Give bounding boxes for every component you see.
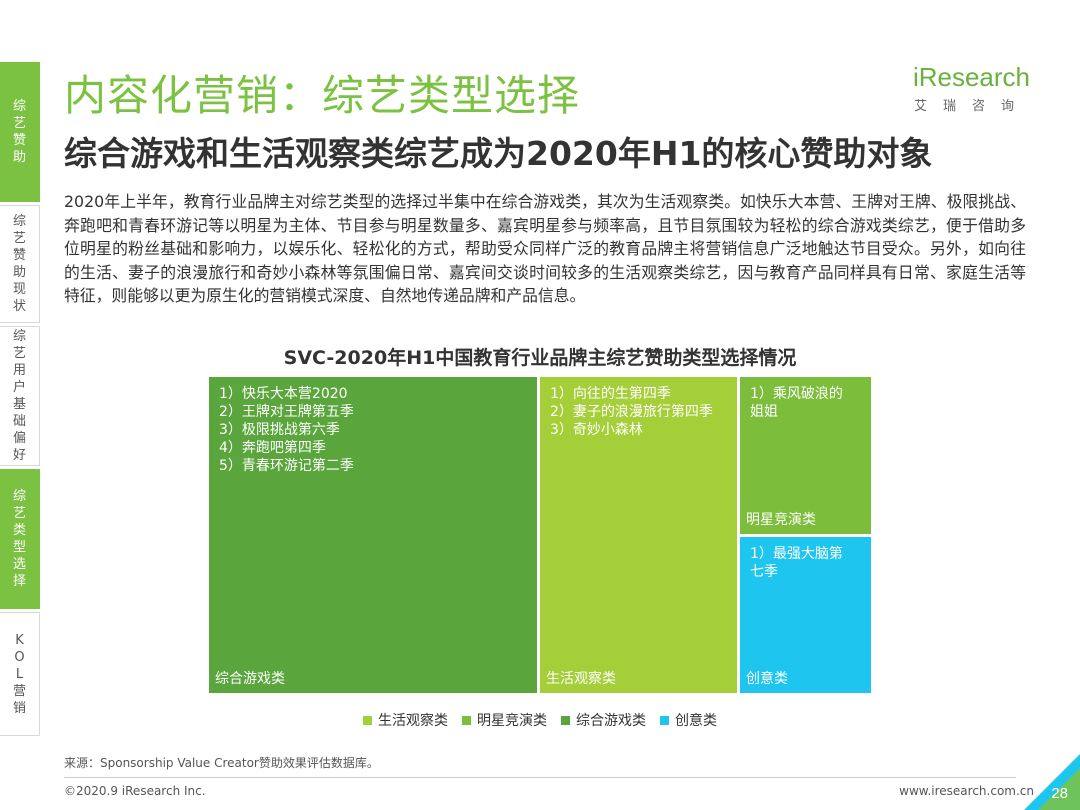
treemap-chart: 1）快乐大本营2020 2）王牌对王牌第五季 3）极限挑战第六季 4）奔跑吧第四季 5）… [209,377,871,693]
side-tab-char: 好 [12,448,26,463]
side-tab-char: L [15,666,24,682]
tile-program-item: 1）最强大脑第 [750,546,843,562]
tile-program-item: 1）乘风破浪的 [750,386,843,402]
side-tab-char: 选 [12,557,26,572]
website-url: www.iresearch.com.cn [899,784,1034,798]
legend-item: 明星竞演类 [462,710,547,730]
side-tab-char: 艺 [12,346,26,361]
treemap-tile: 1）向往的生第四季 2）妻子的浪漫旅行第四季 3）奇妙小森林生活观察类 [540,377,737,693]
side-tab-char: 现 [12,282,26,297]
side-tab-char: 基 [12,397,26,412]
logo-subtitle: 艾瑞咨询 [913,99,1030,114]
legend-item: 综合游戏类 [561,710,646,730]
legend-label: 综合游戏类 [576,713,646,729]
side-tab-char: K [15,632,24,648]
side-tab-char: 助 [12,265,26,280]
side-tab-char: 销 [12,700,26,716]
legend-swatch [462,715,471,725]
side-tab-char: 综 [12,99,26,114]
tile-category-label: 创意类 [746,671,788,687]
tile-program-item: 2）王牌对王牌第五季 [219,404,354,420]
page-number: 28 [1051,785,1068,802]
treemap-tile: 1）乘风破浪的 姐姐明星竞演类 [740,377,871,534]
tile-program-list: 1）快乐大本营2020 2）王牌对王牌第五季 3）极限挑战第六季 4）奔跑吧第四季 5）… [219,385,527,475]
tile-category-label: 综合游戏类 [215,671,285,687]
tile-program-item: 1）快乐大本营2020 [219,386,348,402]
tile-program-list: 1）最强大脑第 七季 [750,545,861,581]
corner-decoration [1024,754,1080,810]
side-tab-char: O [14,649,25,665]
body-paragraph: 2020年上半年，教育行业品牌主对综艺类型的选择过半集中在综合游戏类，其次为生活… [64,192,1026,305]
treemap-tile: 1）快乐大本营2020 2）王牌对王牌第五季 3）极限挑战第六季 4）奔跑吧第四季 5）… [209,377,537,693]
side-tab-char: 综 [12,329,26,344]
page-title: 内容化营销：综艺类型选择 [64,71,581,120]
tile-program-list: 1）乘风破浪的 姐姐 [750,385,861,421]
side-tab-char: 础 [12,414,26,429]
legend-label: 生活观察类 [378,713,448,729]
side-tab-char: 型 [12,540,26,555]
tile-category-label: 生活观察类 [546,671,616,687]
side-tab-char: 偏 [12,431,26,446]
footer-divider [64,777,1016,778]
tile-program-item: 七季 [750,564,778,580]
legend-label: 创意类 [675,713,717,729]
side-tab-variety-type[interactable]: 综艺类型选择 [0,469,40,609]
side-tab-char: 艺 [12,506,26,521]
legend-swatch [363,715,372,725]
side-tab-char: 户 [12,380,26,395]
tile-program-item: 2）妻子的浪漫旅行第四季 [550,404,713,420]
legend-item: 生活观察类 [363,710,448,730]
side-tab-char: 综 [12,489,26,504]
tile-program-item: 3）极限挑战第六季 [219,422,340,438]
legend-swatch [561,715,570,725]
side-tab-char: 择 [12,574,26,589]
tile-program-item: 5）青春环游记第二季 [219,458,354,474]
copyright: ©2020.9 iResearch Inc. [64,784,206,798]
legend-item: 创意类 [660,710,717,730]
side-tab-char: 综 [12,214,26,229]
tile-program-item: 姐姐 [750,404,778,420]
treemap-tile: 1）最强大脑第 七季创意类 [740,537,871,693]
chart-legend: 生活观察类 明星竞演类 综合游戏类 创意类 [0,710,1080,730]
side-tab-char: 用 [12,363,26,378]
source-note: 来源：Sponsorship Value Creator赞助效果评估数据库。 [64,756,379,770]
side-tab-sponsorship[interactable]: 综艺赞助 [0,62,40,202]
chart-title: SVC-2020年H1中国教育行业品牌主综艺赞助类型选择情况 [283,347,797,369]
side-tab-char: 艺 [12,231,26,246]
side-tab-char: 营 [12,683,26,699]
side-tab-char: 赞 [12,133,26,148]
side-tab-char: 状 [12,299,26,314]
tile-program-item: 3）奇妙小森林 [550,422,643,438]
iresearch-logo: iResearch 艾瑞咨询 [890,62,1030,114]
logo-wordmark: iResearch [912,62,1030,92]
tile-category-label: 明星竞演类 [746,512,816,528]
legend-label: 明星竞演类 [477,713,547,729]
side-tab-char: 助 [12,150,26,165]
side-tab-char: 艺 [12,116,26,131]
page-subtitle: 综合游戏和生活观察类综艺成为2020年H1的核心赞助对象 [64,134,933,173]
tile-program-list: 1）向往的生第四季 2）妻子的浪漫旅行第四季 3）奇妙小森林 [550,385,727,439]
side-tab-user-preference[interactable]: 综艺用户基础偏好 [0,326,40,466]
side-tab-char: 赞 [12,248,26,263]
side-tab-sponsorship-status[interactable]: 综艺赞助现状 [0,205,40,323]
legend-swatch [660,715,669,725]
tile-program-item: 1）向往的生第四季 [550,386,671,402]
side-tab-char: 类 [12,523,26,538]
tile-program-item: 4）奔跑吧第四季 [219,440,326,456]
